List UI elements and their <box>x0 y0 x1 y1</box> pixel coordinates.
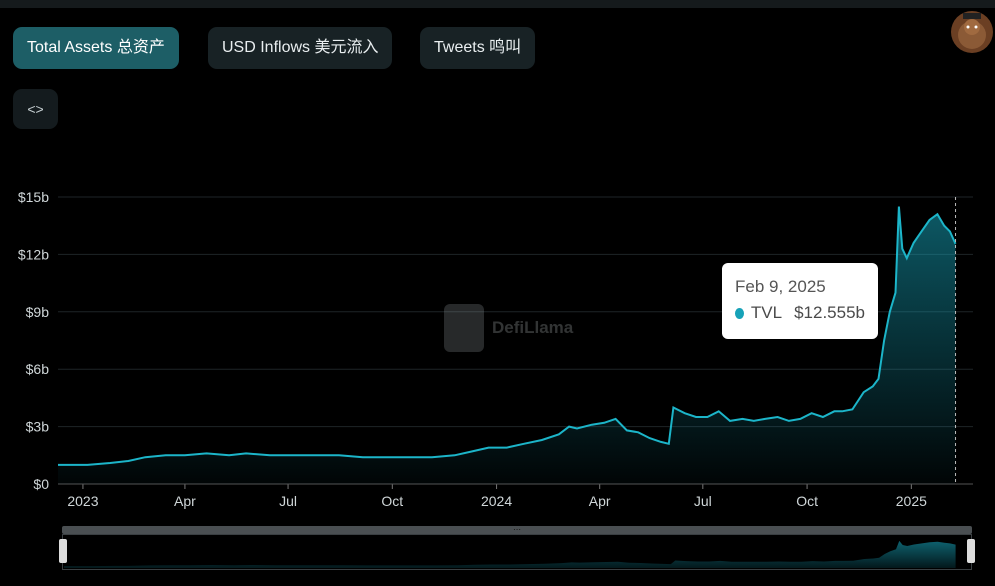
brush-track[interactable]: ⋯ <box>62 526 972 534</box>
code-icon: <> <box>27 101 44 117</box>
defillama-watermark: DefiLlama <box>444 304 573 352</box>
series-dot-icon <box>735 307 744 319</box>
x-tick-label: 2025 <box>896 493 927 509</box>
x-tick-label: Apr <box>174 493 196 509</box>
tab-usd-inflows[interactable]: USD Inflows 美元流入 <box>208 27 393 69</box>
watermark-text: DefiLlama <box>492 318 574 337</box>
tab-tweets[interactable]: Tweets 鸣叫 <box>420 27 536 69</box>
y-tick-label: $9b <box>26 304 50 320</box>
y-tick-label: $6b <box>26 361 50 377</box>
x-tick-label: Oct <box>796 493 818 509</box>
chart-tooltip: Feb 9, 2025 TVL $12.555b <box>722 263 878 339</box>
tooltip-row: TVL $12.555b <box>735 303 865 323</box>
x-tick-label: Oct <box>381 493 403 509</box>
x-tick-label: Apr <box>589 493 611 509</box>
y-axis: $0 $3b $6b $9b $12b $15b <box>18 189 49 492</box>
y-tick-label: $12b <box>18 246 49 262</box>
tooltip-value: $12.555b <box>794 303 865 322</box>
x-tick-label: Jul <box>694 493 712 509</box>
avatar[interactable] <box>951 11 993 53</box>
brush-grip-icon[interactable]: ⋯ <box>513 525 521 534</box>
brush-window[interactable] <box>62 534 972 570</box>
defillama-logo-icon <box>444 304 484 352</box>
y-tick-label: $15b <box>18 189 49 205</box>
brush-preview-area <box>64 540 956 568</box>
llama-avatar-icon <box>958 13 986 49</box>
tooltip-date: Feb 9, 2025 <box>735 277 826 296</box>
tvl-area <box>58 206 956 484</box>
tvl-line <box>58 206 957 466</box>
brush-handle-left[interactable] <box>59 539 67 563</box>
embed-code-button[interactable]: <> <box>13 89 58 129</box>
x-axis: 2023 Apr Jul Oct 2024 Apr Jul Oct 2025 <box>58 483 973 509</box>
tooltip-series: TVL <box>750 303 783 322</box>
brush-handle-right[interactable] <box>967 539 975 563</box>
top-border <box>0 0 995 8</box>
y-tick-label: $3b <box>26 419 50 435</box>
tab-total-assets[interactable]: Total Assets 总资产 <box>13 27 179 69</box>
y-tick-label: $0 <box>33 476 49 492</box>
range-brush[interactable]: ⋯ <box>59 526 975 570</box>
x-tick-label: 2024 <box>481 493 512 509</box>
x-tick-label: 2023 <box>67 493 98 509</box>
x-tick-label: Jul <box>279 493 297 509</box>
